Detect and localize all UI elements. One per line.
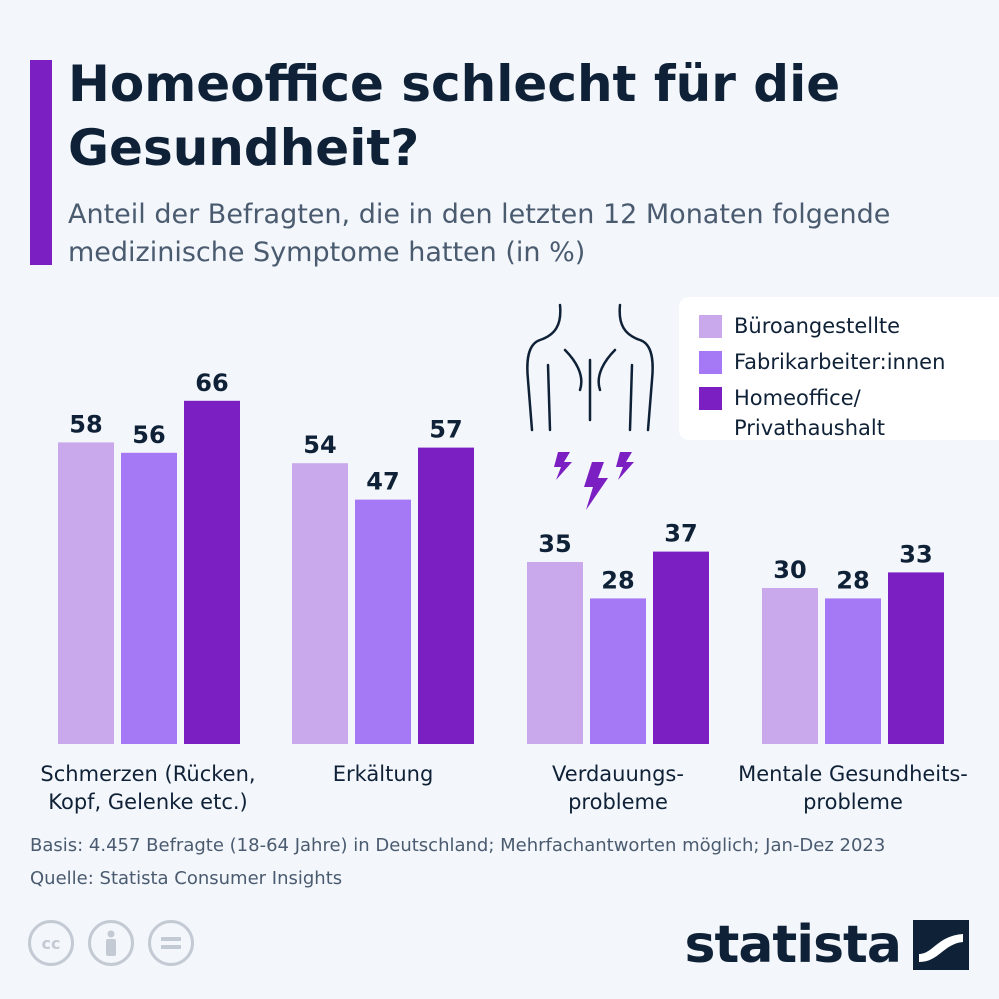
legend-label: Büroangestellte [734,314,901,338]
title-accent-bar [30,60,52,265]
data-label: 33 [899,540,932,568]
data-label: 54 [303,431,336,459]
bar-chart: 58 56 66 54 47 57 35 28 37 30 28 33 [58,369,944,744]
bar [762,588,818,744]
legend: Büroangestellte Fabrikarbeiter:innen Hom… [679,297,999,440]
equals-icon [148,920,194,966]
data-label: 56 [132,421,165,449]
category-label-mentale: Mentale Gesundheits- probleme [738,762,968,814]
footnote-basis: Basis: 4.457 Befragte (18-64 Jahre) in D… [30,835,886,856]
legend-swatch [699,351,722,374]
legend-swatch [699,315,722,338]
bar [121,452,177,744]
statista-logo-icon [913,920,969,970]
bar [888,572,944,744]
bar [58,442,114,744]
person-icon [88,920,134,966]
page-title: Homeoffice schlecht für die Gesundheit? [68,55,841,177]
legend-label: Homeoffice/ Privathaushalt [734,386,885,440]
legend-item-bueroangestellte: Büroangestellte [699,311,999,341]
category-label-schmerzen: Schmerzen (Rücken, Kopf, Gelenke etc.) [40,762,256,814]
data-label: 28 [601,566,634,594]
data-label: 47 [366,468,399,496]
bar [355,499,411,744]
bar [184,400,240,744]
bar [653,551,709,744]
data-label: 57 [429,416,462,444]
category-label-erkaeltung: Erkältung [332,762,434,786]
logo-text: statista [684,915,902,975]
data-label: 35 [538,530,571,558]
bar [527,562,583,744]
back-pain-illustration-icon [526,303,654,510]
statista-logo: statista [685,915,969,975]
bar [292,463,348,744]
category-label-verdauung: Verdauungs- probleme [552,762,684,814]
data-label: 37 [664,520,697,548]
bar [825,598,881,744]
bar [418,447,474,744]
legend-swatch [699,387,722,410]
data-label: 66 [195,369,228,397]
legend-item-fabrikarbeiter: Fabrikarbeiter:innen [699,347,999,377]
legend-item-homeoffice: Homeoffice/ Privathaushalt [699,383,999,443]
cc-icon: cc [28,920,74,966]
footnote-source: Quelle: Statista Consumer Insights [30,868,343,889]
data-label: 28 [836,566,869,594]
license-icons: cc [28,920,208,966]
bar [590,598,646,744]
legend-label: Fabrikarbeiter:innen [734,350,946,374]
data-label: 30 [773,556,806,584]
page-subtitle: Anteil der Befragten, die in den letzten… [68,199,891,268]
data-label: 58 [69,410,102,438]
